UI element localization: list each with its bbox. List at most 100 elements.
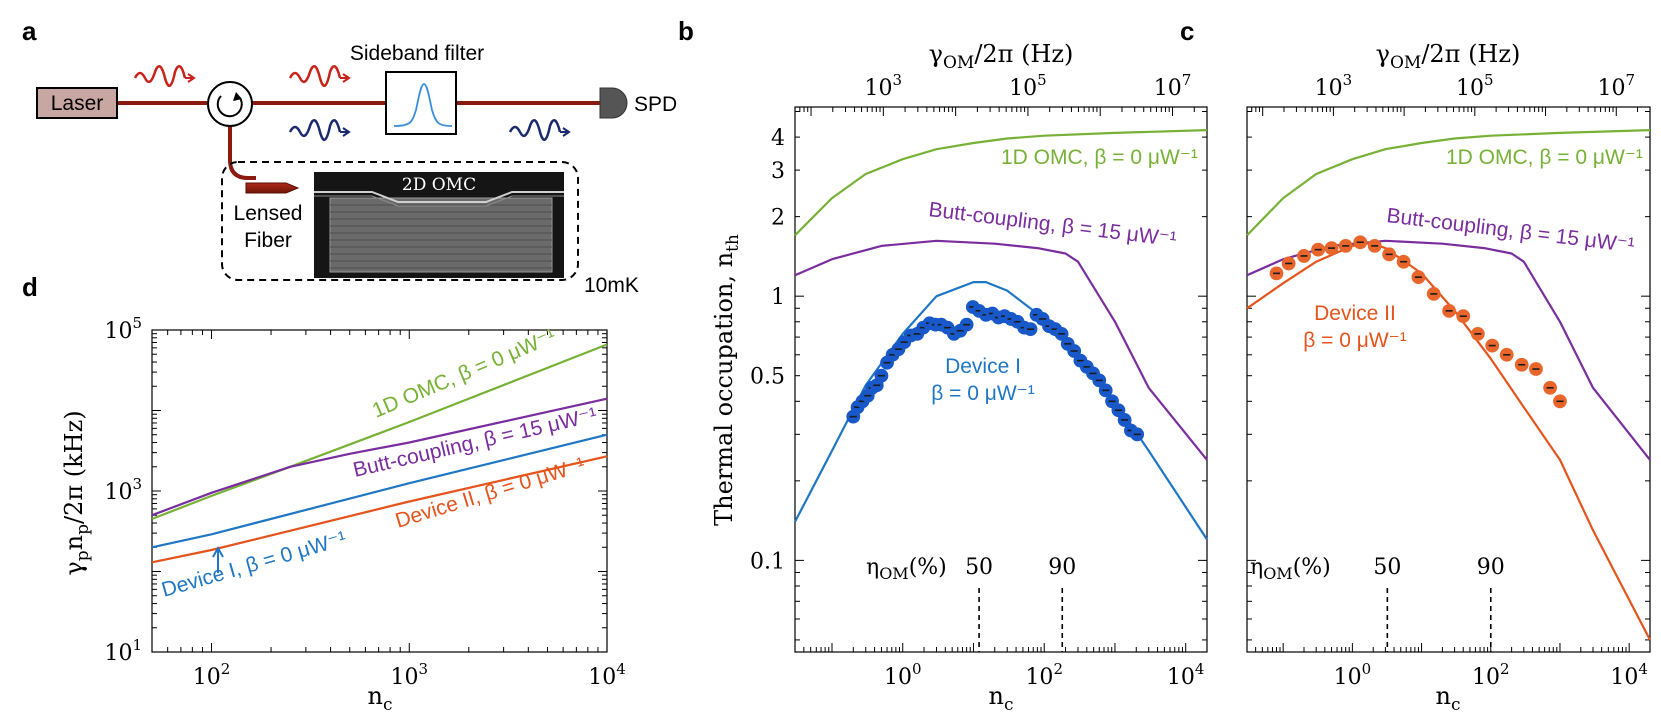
laser-label: Laser	[51, 92, 104, 115]
top-x-tick-label: 103	[1315, 71, 1353, 101]
series-line	[1246, 129, 1651, 237]
eta-label: ηOM(%)	[1250, 555, 1331, 583]
tick-labels: 102 103 104 101 103 105	[104, 314, 625, 690]
eta-value-label: 90	[1477, 555, 1505, 580]
y-axis-label: Thermal occupation, nth	[710, 234, 743, 526]
eta-value-label: 50	[1373, 555, 1401, 580]
laser-box	[36, 87, 118, 119]
panel-label-a: a	[22, 16, 37, 46]
red-wavepacket-icon	[288, 65, 342, 87]
eta-value-label: 50	[965, 555, 993, 580]
device-label: 2D OMC	[402, 175, 476, 195]
top-x-tick-label: 105	[1009, 71, 1047, 101]
x-tick-label: 104	[1610, 660, 1648, 690]
top-x-tick-label: 107	[1154, 71, 1192, 101]
plot-frame	[794, 106, 1208, 653]
label-1d-omc: 1D OMC, β = 0 μW⁻¹	[1446, 146, 1643, 169]
series-line	[794, 129, 1208, 237]
series-layer	[794, 129, 1208, 541]
tick-labels: 103 105 107 100 102 104 0.1 0.5 1 2 3 4	[750, 71, 1204, 690]
y-tick-label: 105	[104, 314, 142, 344]
device-micrograph	[314, 172, 564, 278]
circulator	[207, 81, 253, 127]
temperature-label: 10mK	[584, 274, 639, 297]
label-device-ii: Device II	[1314, 302, 1396, 325]
axis-ticks	[794, 107, 1208, 652]
sideband-filter-label: Sideband filter	[350, 42, 484, 65]
arrow-right-icon	[340, 73, 351, 83]
panel-label-b: b	[678, 16, 694, 46]
x-axis-label: nc	[989, 682, 1014, 715]
eta-value-label: 90	[1048, 555, 1076, 580]
top-axis-label: γOM/2π (Hz)	[929, 40, 1074, 73]
series-line	[151, 397, 608, 517]
y-tick-label: 103	[104, 475, 142, 505]
lensed-fiber-icon	[245, 182, 300, 194]
blue-wavepacket-icon	[288, 119, 342, 141]
x-tick-label: 104	[588, 660, 626, 690]
y-tick-label: 2	[771, 206, 785, 231]
arrow-right-icon	[560, 127, 571, 137]
top-x-tick-label: 107	[1597, 71, 1635, 101]
y-tick-label: 3	[771, 159, 785, 184]
x-tick-label: 102	[1025, 660, 1063, 690]
x-tick-label: 103	[390, 660, 428, 690]
eta-markers: 50 90	[1373, 555, 1505, 652]
x-tick-label: 100	[1334, 660, 1372, 690]
sideband-filter-box	[385, 71, 457, 135]
y-tick-label: 4	[771, 126, 785, 151]
series-line	[151, 433, 608, 549]
label-butt-coupling: Butt-coupling, β = 15 μW⁻¹	[927, 198, 1177, 251]
label-device-i-beta: β = 0 μW⁻¹	[931, 382, 1035, 405]
chart-c: 103 105 107 100 102 104 γOM/2π (Hz) nc ηOM(%)…	[1246, 40, 1651, 715]
axis-ticks	[151, 329, 608, 653]
panel-a: a Laser Sideband filter SPD	[22, 16, 677, 297]
y-tick-label: 101	[104, 636, 142, 666]
series-line	[151, 455, 608, 564]
x-tick-label: 100	[884, 660, 922, 690]
top-x-tick-label: 105	[1456, 71, 1494, 101]
blue-wavepacket-icon	[508, 119, 562, 141]
circulator-arrow-icon	[216, 95, 243, 118]
red-wavepacket-icon	[133, 65, 187, 87]
filter-lorentzian-icon	[393, 83, 453, 127]
eta-markers: 50 90	[965, 555, 1076, 652]
spd-label: SPD	[634, 93, 677, 116]
x-tick-label: 102	[1472, 660, 1510, 690]
chart-b: 103 105 107 100 102 104 0.1 0.5 1 2 3 4 γOM/2π (Hz)…	[710, 40, 1208, 715]
x-axis-label: nc	[368, 682, 393, 715]
fiber-label: Fiber	[244, 229, 292, 252]
panel-label-c: c	[1180, 16, 1194, 46]
circulator-arrowhead-icon	[233, 92, 242, 101]
y-tick-label: 0.5	[750, 365, 785, 390]
label-1d-omc: 1D OMC, β = 0 μW⁻¹	[1001, 146, 1198, 169]
x-tick-label: 104	[1167, 660, 1205, 690]
eta-label: ηOM(%)	[866, 555, 947, 583]
y-axis-label: γpnp/2π (kHz)	[60, 410, 93, 575]
lensed-label: Lensed	[234, 202, 303, 225]
tick-labels: 103 105 107 100 102 104	[1315, 71, 1648, 690]
arrow-up-icon	[212, 545, 224, 573]
top-x-tick-label: 103	[865, 71, 903, 101]
panel-label-d: d	[22, 272, 38, 302]
y-tick-label: 0.1	[750, 549, 785, 574]
arrow-right-icon	[185, 73, 196, 83]
arrow-right-icon	[340, 127, 351, 137]
series-layer	[1246, 129, 1651, 641]
label-butt-coupling: Butt-coupling, β = 15 μW⁻¹	[1385, 204, 1635, 257]
cryostat-box	[221, 161, 579, 281]
top-axis-label: γOM/2π (Hz)	[1376, 40, 1521, 73]
label-device-ii-beta: β = 0 μW⁻¹	[1303, 329, 1407, 352]
series-line	[1246, 241, 1651, 641]
plot-frame	[1246, 106, 1651, 653]
series-layer	[151, 343, 608, 564]
series-line	[794, 239, 1208, 461]
y-tick-label: 1	[771, 285, 785, 310]
spd-detector-icon	[599, 87, 628, 119]
fiber-branch	[228, 118, 256, 180]
x-axis-label: nc	[1436, 682, 1461, 715]
label-device-i: Device I	[945, 355, 1021, 378]
x-tick-label: 102	[193, 660, 231, 690]
